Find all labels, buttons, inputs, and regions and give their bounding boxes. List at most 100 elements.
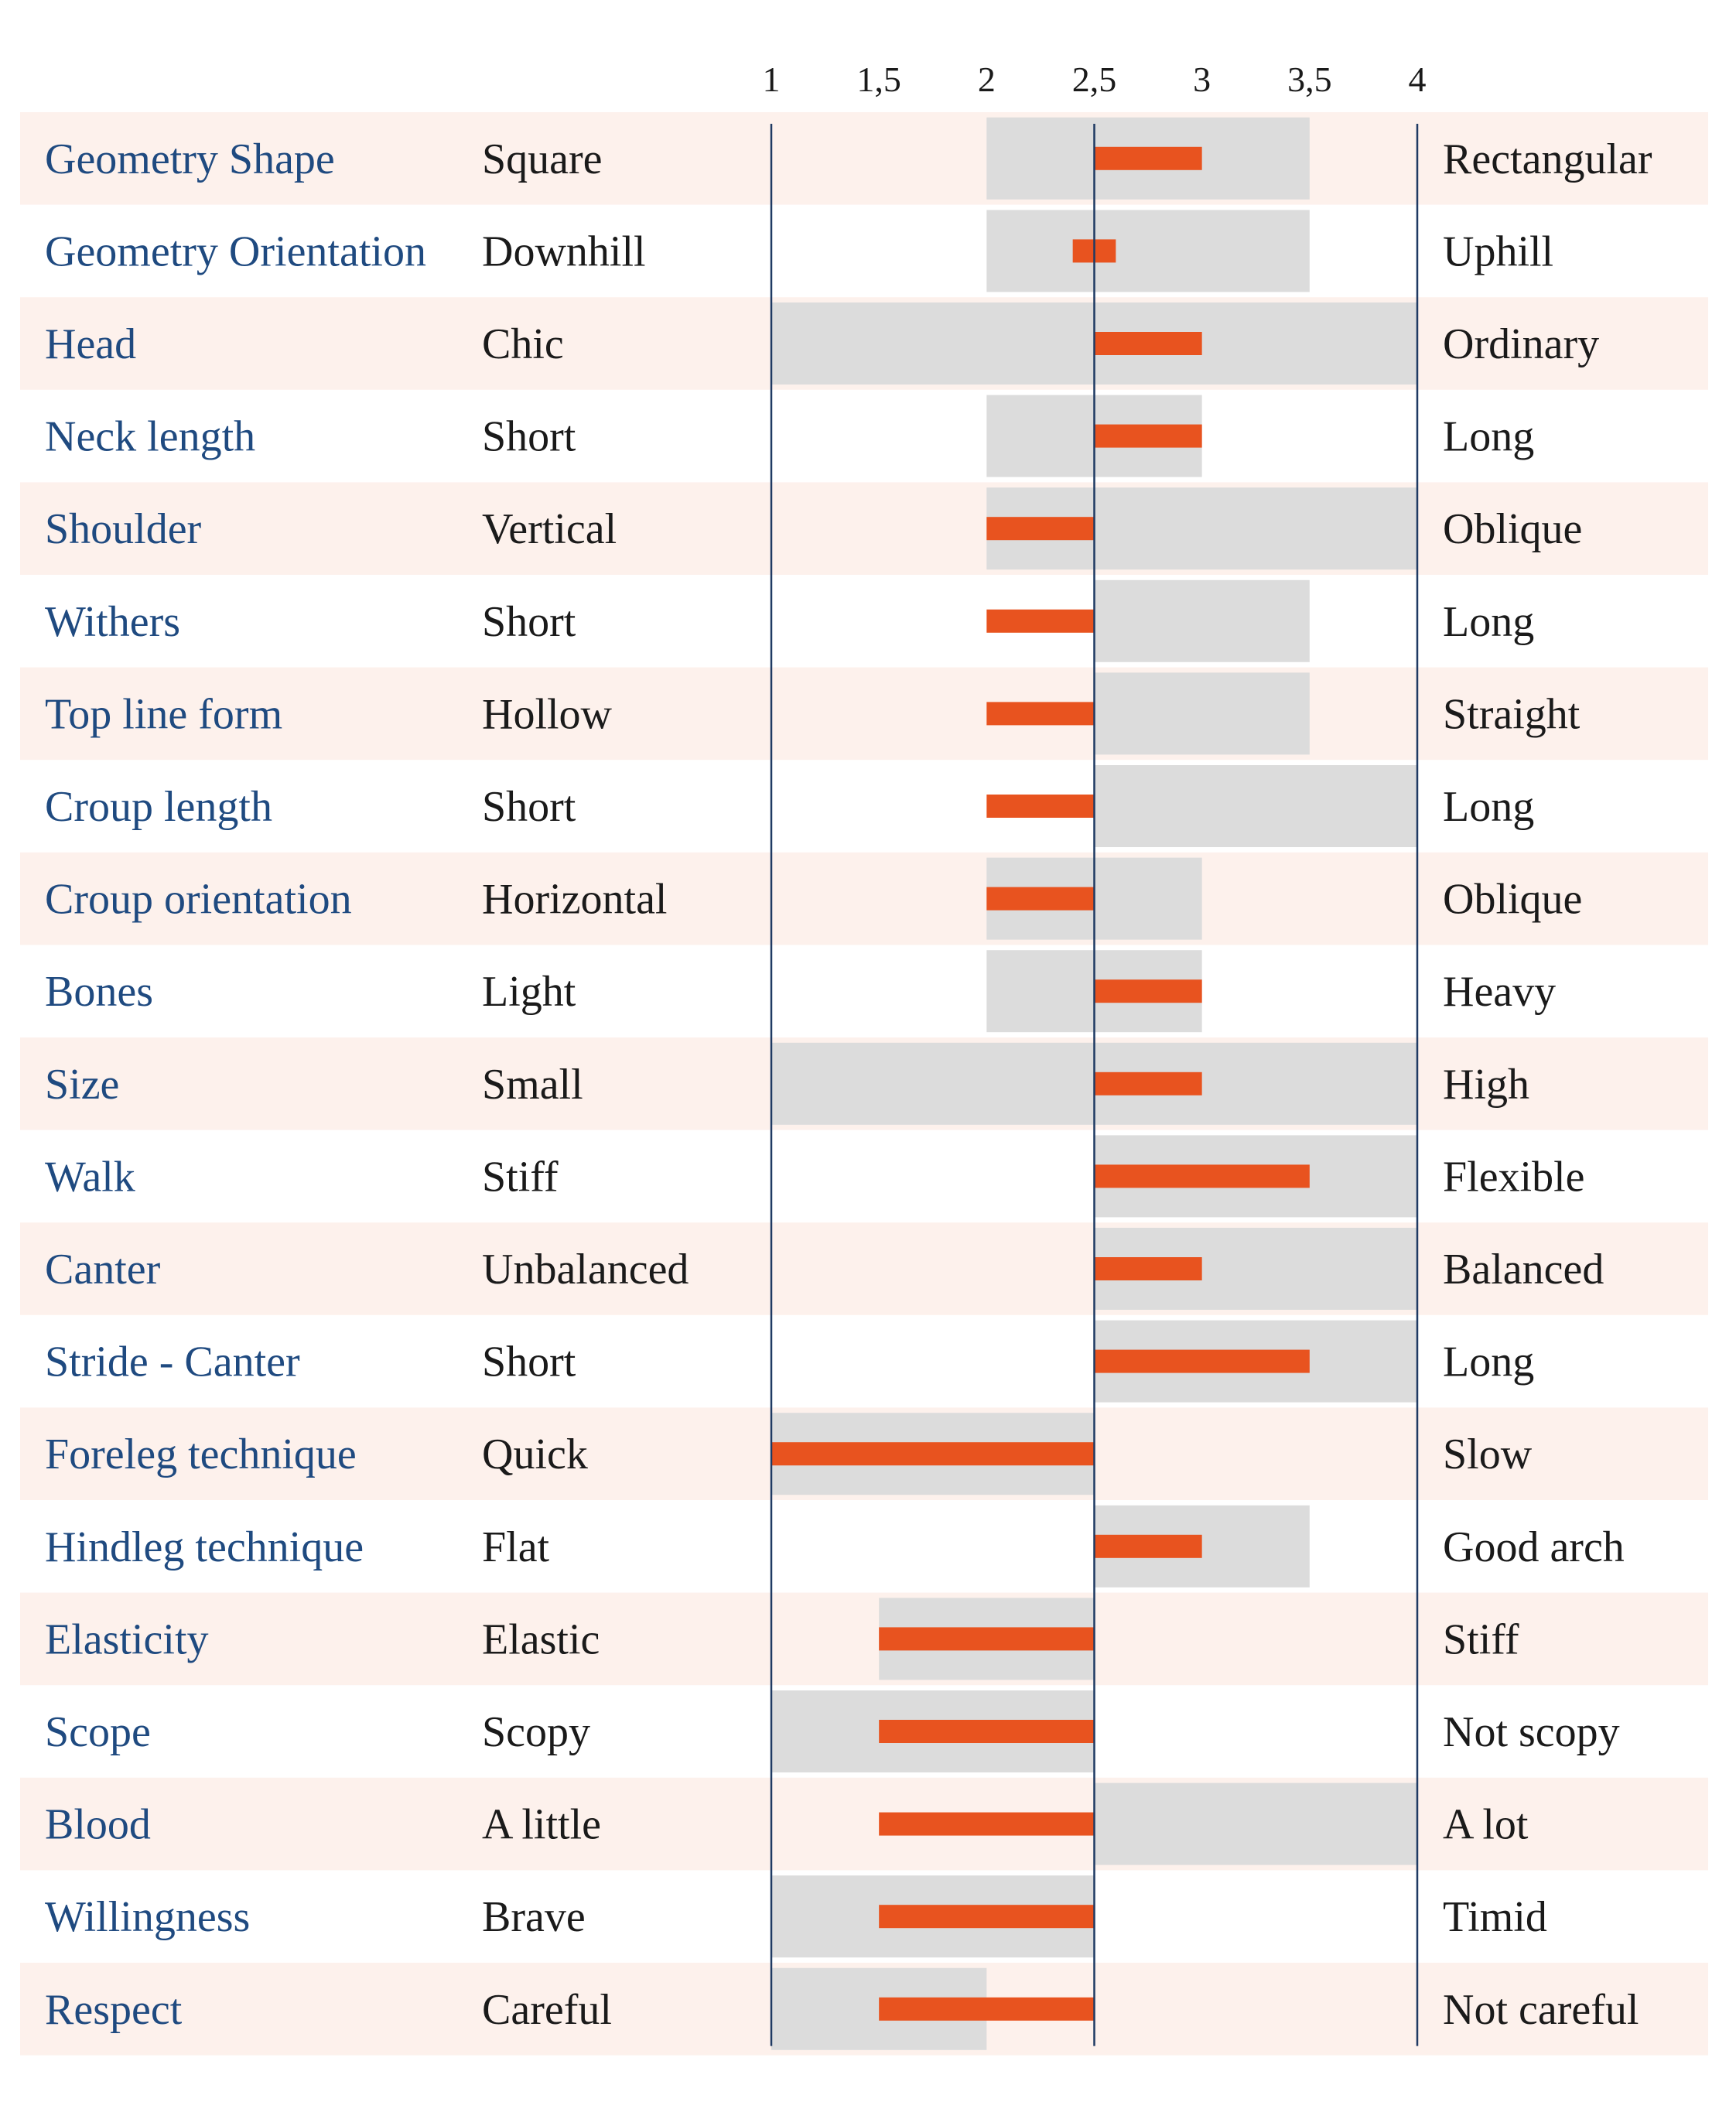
low-pole-label: Square [482,135,603,183]
low-pole-label: Vertical [482,505,617,553]
value-bar [1094,1349,1310,1373]
trait-label: Stride - Canter [45,1338,300,1386]
trait-label: Shoulder [45,505,202,553]
high-pole-label: Rectangular [1443,135,1652,183]
trait-label: Canter [45,1246,161,1294]
high-pole-label: Heavy [1443,968,1556,1016]
x-tick-label: 2,5 [1072,60,1117,99]
range-band [1094,1782,1417,1865]
value-bar [879,1720,1095,1743]
axis-lines [770,124,1419,2046]
range-band [1094,672,1310,755]
low-pole-label: Flat [482,1523,550,1571]
high-pole-label: Timid [1443,1893,1547,1941]
x-tick-label: 4 [1409,60,1427,99]
trait-label: Croup length [45,783,272,831]
high-pole-label: Stiff [1443,1615,1519,1663]
high-pole-label: Ordinary [1443,320,1599,368]
high-pole-label: A lot [1443,1801,1529,1849]
high-pole-label: Flexible [1443,1153,1585,1201]
low-pole-label: Brave [482,1893,586,1941]
high-pole-label: Balanced [1443,1246,1604,1294]
x-tick-labels: 1 1,5 2 2,5 3 3,5 4 [763,60,1427,99]
trait-label: Hindleg technique [45,1523,364,1571]
value-bar [879,1905,1095,1929]
low-pole-label: Chic [482,320,564,368]
low-pole-label: Short [482,1338,576,1386]
low-pole-label: Light [482,968,576,1016]
value-bar [771,1442,1095,1466]
value-bar [986,795,1095,818]
range-band [1094,765,1417,847]
low-pole-label: Small [482,1061,583,1109]
value-bars [771,146,1310,2021]
trait-label: Scope [45,1708,151,1756]
x-tick-label: 1 [763,60,781,99]
x-tick-label: 3 [1193,60,1211,99]
low-pole-label: Short [482,413,576,461]
low-pole-label: Short [482,598,576,646]
value-bar [1094,424,1202,448]
value-bar [879,1627,1095,1651]
low-pole-label: Unbalanced [482,1246,689,1294]
trait-label: Neck length [45,413,255,461]
high-pole-label: Oblique [1443,876,1582,924]
low-pole-label: Hollow [482,690,613,738]
row-labels: Geometry Shape Square Rectangular Geometry … [45,135,1652,2034]
trait-label: Walk [45,1153,135,1201]
high-pole-label: Oblique [1443,505,1582,553]
trait-label: Geometry Shape [45,135,335,183]
high-pole-label: Slow [1443,1430,1533,1478]
low-pole-label: Stiff [482,1153,559,1201]
high-pole-label: Straight [1443,690,1581,738]
value-bar [1094,1164,1310,1188]
row-stripe [20,112,1708,205]
high-pole-label: Not careful [1443,1986,1639,2034]
high-pole-label: Long [1443,1338,1534,1386]
range-band [986,210,1310,292]
low-pole-label: Elastic [482,1615,600,1663]
trait-label: Croup orientation [45,876,352,924]
high-pole-label: High [1443,1061,1529,1109]
high-pole-label: Long [1443,598,1534,646]
trait-label: Respect [45,1986,183,2034]
trait-label: Elasticity [45,1615,209,1663]
value-bar [1094,1072,1202,1095]
low-pole-label: Horizontal [482,876,667,924]
value-bar [1094,979,1202,1003]
row-stripe [20,1592,1708,1686]
trait-label: Top line form [45,690,282,738]
value-bar [986,887,1095,911]
value-bar [879,1812,1095,1836]
low-pole-label: A little [482,1801,601,1849]
value-bar [986,609,1095,633]
x-tick-label: 2 [978,60,996,99]
value-bar [1094,332,1202,355]
x-tick-label: 3,5 [1287,60,1332,99]
trait-label: Geometry Orientation [45,227,426,275]
x-tick-label: 1,5 [856,60,901,99]
value-bar [1094,146,1202,170]
trait-label: Head [45,320,136,368]
high-pole-label: Long [1443,413,1534,461]
row-stripe [20,1222,1708,1315]
value-bar [986,702,1095,726]
trait-label: Withers [45,598,180,646]
low-pole-label: Quick [482,1430,588,1478]
high-pole-label: Not scopy [1443,1708,1620,1756]
trait-label: Willingness [45,1893,250,1941]
value-bar [1094,1534,1202,1558]
range-band [1094,579,1310,662]
trait-label: Blood [45,1801,151,1849]
high-pole-label: Uphill [1443,227,1553,275]
row-stripe [20,667,1708,760]
row-stripe [20,482,1708,575]
high-pole-label: Good arch [1443,1523,1625,1571]
high-pole-label: Long [1443,783,1534,831]
low-pole-label: Scopy [482,1708,590,1756]
low-pole-label: Careful [482,1986,612,2034]
trait-label: Size [45,1061,119,1109]
low-pole-label: Downhill [482,227,646,275]
trait-label: Bones [45,968,153,1016]
